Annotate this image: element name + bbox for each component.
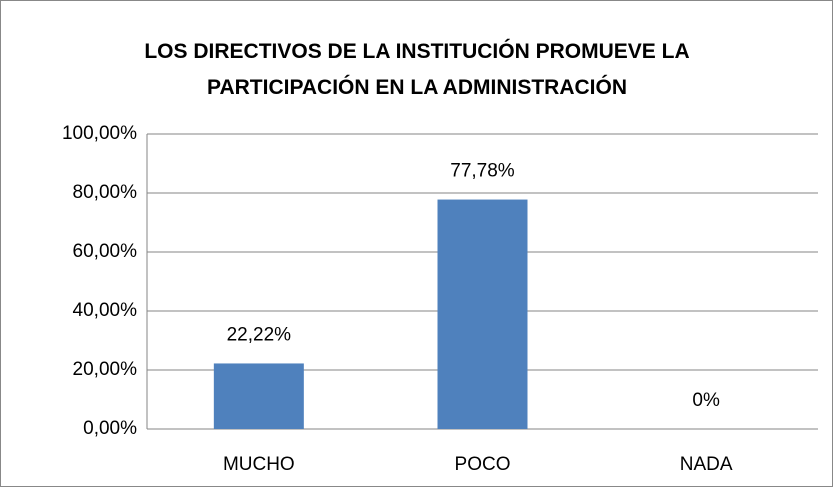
y-tick-label: 40,00% bbox=[73, 300, 138, 321]
y-tick-label: 60,00% bbox=[73, 241, 138, 262]
y-tick-label: 80,00% bbox=[73, 182, 138, 203]
x-tick-label: NADA bbox=[680, 454, 733, 475]
chart-title: LOS DIRECTIVOS DE LA INSTITUCIÓN PROMUEV… bbox=[144, 40, 690, 99]
y-tick-label: 20,00% bbox=[73, 359, 138, 380]
value-label: 22,22% bbox=[227, 324, 292, 345]
value-label: 0% bbox=[692, 390, 720, 411]
bar bbox=[213, 363, 304, 429]
y-tick-label: 100,00% bbox=[62, 123, 137, 144]
value-label: 77,78% bbox=[450, 161, 515, 182]
x-tick-label: MUCHO bbox=[223, 454, 295, 475]
y-tick-label: 0,00% bbox=[83, 418, 137, 439]
bar bbox=[437, 199, 528, 429]
x-tick-label: POCO bbox=[455, 454, 511, 475]
